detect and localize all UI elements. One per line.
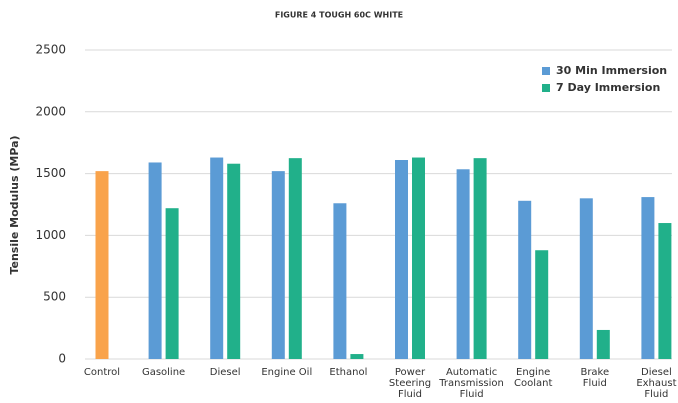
bar bbox=[535, 250, 549, 359]
bar bbox=[210, 157, 224, 359]
x-tick-label: Diesel bbox=[210, 367, 241, 378]
y-tick-label: 0 bbox=[58, 352, 66, 366]
bar bbox=[579, 198, 593, 359]
bar bbox=[641, 197, 655, 359]
legend-label: 30 Min Immersion bbox=[556, 64, 667, 77]
bar bbox=[95, 171, 109, 359]
y-tick-label: 500 bbox=[43, 290, 66, 304]
x-tick-label: Gasoline bbox=[142, 367, 185, 378]
bar bbox=[288, 158, 302, 359]
bar bbox=[473, 158, 487, 359]
legend-swatch bbox=[542, 67, 550, 75]
bar bbox=[350, 354, 364, 359]
x-tick-label: Power Steering Fluid bbox=[389, 367, 431, 400]
x-tick-label: Engine Oil bbox=[261, 367, 312, 378]
bar bbox=[148, 162, 162, 359]
bar bbox=[165, 208, 179, 359]
bar bbox=[412, 157, 425, 359]
y-tick-label: 1000 bbox=[35, 228, 66, 242]
bar bbox=[596, 329, 610, 359]
x-tick-label: Diesel Exhaust Fluid bbox=[636, 367, 676, 400]
x-tick-label: Automatic Transmission Fluid bbox=[438, 367, 504, 400]
y-axis-label: Tensile Modulus (MPa) bbox=[8, 135, 21, 274]
bar bbox=[518, 200, 532, 359]
y-tick-label: 2500 bbox=[35, 43, 66, 57]
bar bbox=[456, 169, 470, 359]
bar bbox=[227, 163, 241, 359]
x-tick-label: Engine Coolant bbox=[514, 367, 552, 389]
x-tick-label: Control bbox=[84, 367, 120, 378]
bar bbox=[395, 160, 408, 359]
legend-label: 7 Day Immersion bbox=[556, 81, 660, 94]
x-tick-label: Brake Fluid bbox=[580, 367, 609, 389]
y-tick-label: 2000 bbox=[35, 104, 66, 118]
bar bbox=[271, 171, 285, 359]
chart-title: FIGURE 4 TOUGH 60C WHITE bbox=[275, 11, 403, 20]
x-tick-label: Ethanol bbox=[329, 367, 367, 378]
legend-swatch bbox=[542, 84, 550, 92]
y-tick-label: 1500 bbox=[35, 166, 66, 180]
bar bbox=[658, 223, 672, 359]
bar bbox=[333, 203, 347, 359]
